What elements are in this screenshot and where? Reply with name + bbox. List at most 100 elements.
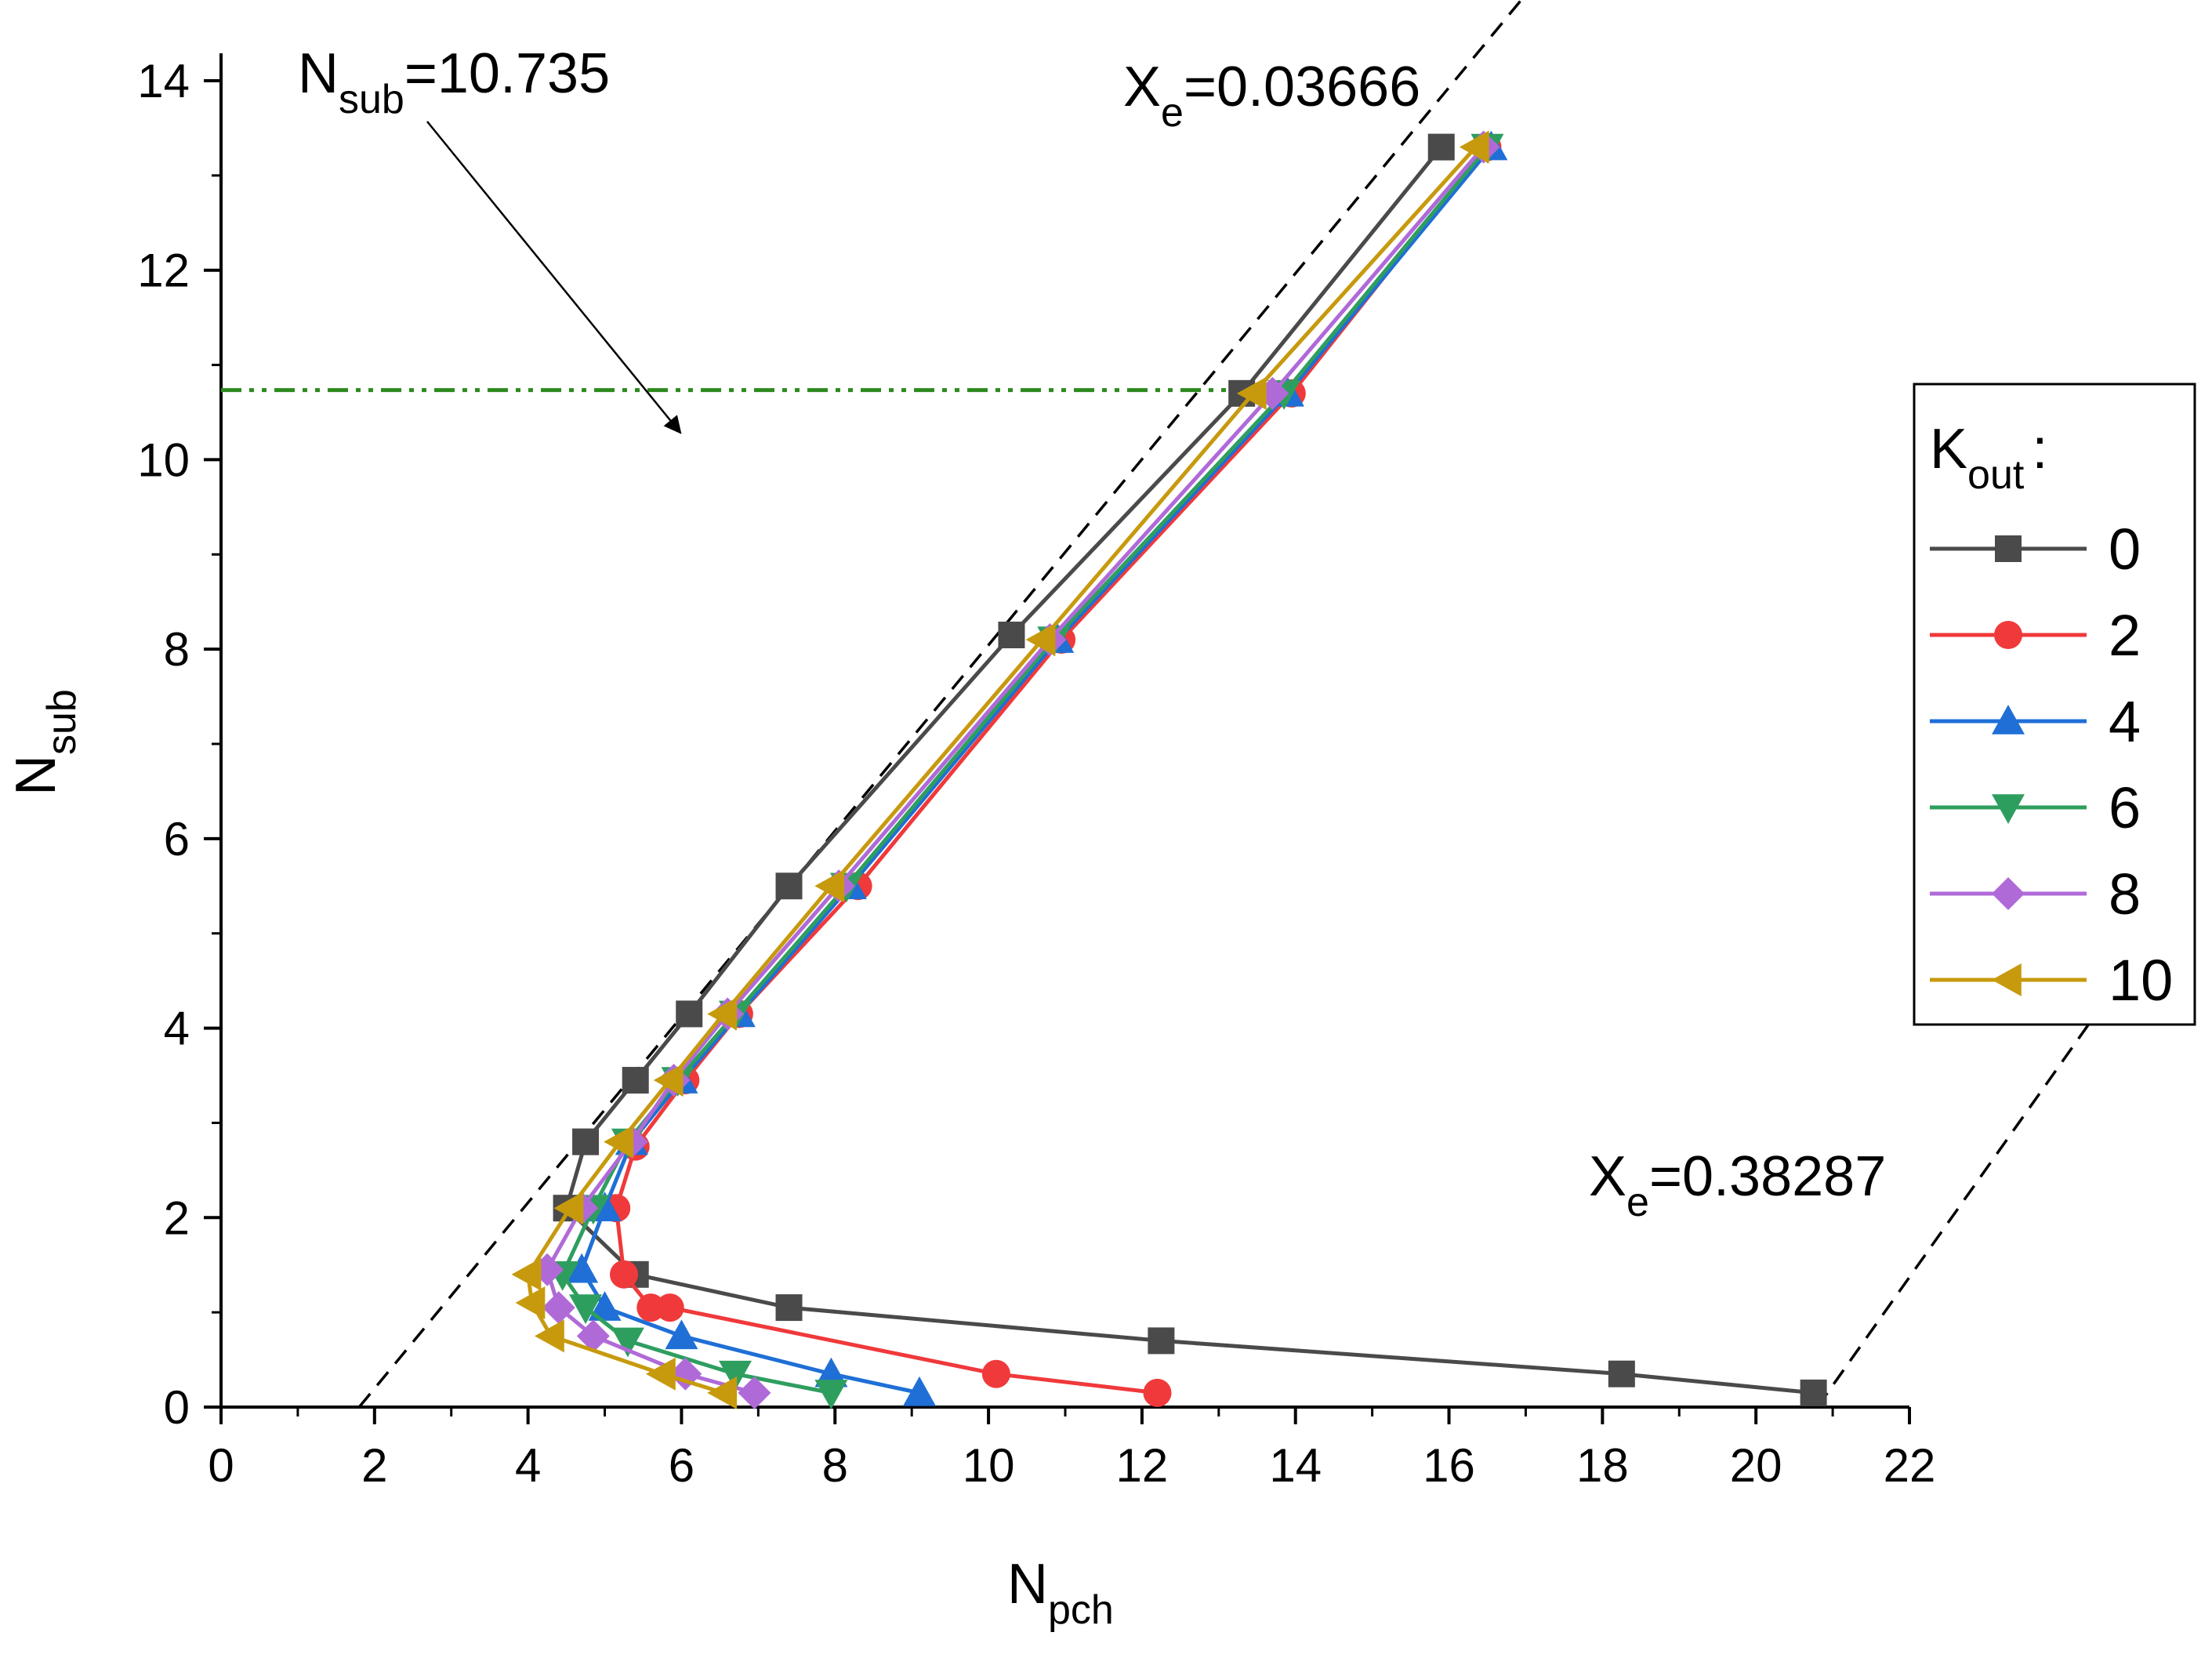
- point-4-4: [565, 1253, 599, 1283]
- x-tick-label: 12: [1116, 1439, 1169, 1492]
- legend-marker-4: [1992, 705, 2025, 735]
- point-6-0: [814, 1380, 848, 1409]
- point-8-2: [576, 1319, 610, 1353]
- legend: Kout: 0 2 4 6 8 10: [1913, 383, 2196, 1026]
- point-10-7: [653, 1064, 684, 1097]
- xe-low-annotation: Xe=0.03666: [1123, 56, 1420, 136]
- point-0-6: [572, 1128, 600, 1155]
- point-8-0: [738, 1376, 771, 1409]
- point-8-3: [542, 1291, 575, 1325]
- legend-label-2: 2: [2109, 603, 2141, 668]
- series-group: [511, 130, 1827, 1409]
- point-10-4: [511, 1257, 542, 1291]
- legend-item-2: 2: [1930, 603, 2141, 668]
- x-tick-label: 8: [822, 1439, 848, 1492]
- point-0-1: [1608, 1360, 1635, 1387]
- legend-item-8: 8: [1930, 861, 2141, 927]
- point-2-3: [636, 1293, 665, 1322]
- series-2: [602, 132, 1502, 1407]
- legend-label-4: 4: [2109, 689, 2141, 754]
- legend-item-10: 10: [1930, 948, 2173, 1013]
- point-10-5: [553, 1192, 584, 1225]
- point-0-9: [775, 872, 803, 900]
- point-6-1: [718, 1360, 752, 1391]
- legend-marker-2: [1994, 621, 2022, 649]
- legend-label-8: 8: [2109, 861, 2141, 927]
- x-tick-label: 6: [669, 1439, 694, 1492]
- point-4-1: [814, 1357, 848, 1387]
- series-line-8: [545, 145, 1485, 1395]
- point-6-3: [569, 1294, 603, 1325]
- legend-marker-10: [1992, 963, 2022, 996]
- point-0-10: [998, 622, 1025, 649]
- y-axis-title: Nsub: [5, 689, 85, 796]
- point-6-2: [611, 1327, 644, 1358]
- point-10-9: [814, 869, 845, 903]
- x-tick-label: 2: [361, 1439, 387, 1492]
- point-4-2: [665, 1319, 698, 1350]
- x-tick-label: 18: [1576, 1439, 1629, 1492]
- legend-item-4: 4: [1930, 689, 2141, 754]
- point-0-0: [1800, 1379, 1827, 1406]
- y-tick-label: 0: [164, 1381, 190, 1434]
- legend-marker-0: [1995, 535, 2022, 562]
- xe-high-annotation: Xe=0.38287: [1589, 1145, 1886, 1225]
- x-tick-label: 20: [1730, 1439, 1782, 1492]
- point-0-2: [1148, 1327, 1175, 1355]
- point-10-8: [707, 997, 738, 1031]
- x-tick-label: 14: [1269, 1439, 1322, 1492]
- y-tick-label: 10: [137, 433, 190, 486]
- point-10-12: [1459, 130, 1489, 164]
- series-line-4: [579, 146, 1493, 1395]
- legend-marker-8: [1992, 877, 2025, 910]
- series-6: [546, 133, 1504, 1409]
- legend-label-0: 0: [2109, 517, 2141, 582]
- point-10-1: [645, 1357, 676, 1391]
- series-line-6: [560, 146, 1489, 1395]
- nsub-annotation: Nsub=10.735: [298, 42, 610, 122]
- point-10-3: [515, 1286, 546, 1320]
- x-axis-title: Npch: [1007, 1553, 1114, 1633]
- x-tick-label: 22: [1884, 1439, 1936, 1492]
- reference-lines: [357, 0, 2114, 1407]
- series-line-2: [614, 146, 1489, 1395]
- legend-items: 0 2 4 6 8 10: [1930, 517, 2173, 1013]
- x-ticks: 0 2 4 6 8 10 12 14 16 18 20 22: [208, 1407, 1935, 1492]
- point-2-4: [610, 1260, 639, 1289]
- point-0-12: [1427, 133, 1455, 161]
- point-2-0: [1143, 1378, 1172, 1407]
- legend-box: [1913, 383, 2196, 1026]
- nsub-annotation-arrow: [426, 121, 682, 434]
- point-0-8: [676, 1000, 703, 1028]
- y-tick-label: 4: [164, 1003, 190, 1055]
- legend-label-10: 10: [2109, 948, 2173, 1013]
- legend-item-0: 0: [1930, 517, 2141, 582]
- x-tick-label: 10: [963, 1439, 1015, 1492]
- y-ticks: 0 2 4 6 8 10 12 14: [137, 55, 221, 1434]
- y-tick-label: 12: [137, 245, 190, 297]
- point-0-7: [622, 1067, 649, 1094]
- x-tick-label: 4: [515, 1439, 541, 1492]
- point-2-1: [981, 1359, 1010, 1388]
- y-tick-label: 14: [137, 55, 190, 107]
- point-10-2: [535, 1319, 564, 1353]
- y-tick-label: 6: [164, 813, 190, 865]
- point-4-3: [588, 1291, 622, 1321]
- point-10-11: [1236, 376, 1267, 410]
- x-tick-label: 16: [1423, 1439, 1475, 1492]
- series-4: [565, 130, 1508, 1406]
- xe-high-line: [1816, 989, 2114, 1407]
- legend-marker-6: [1992, 794, 2025, 824]
- series-10: [511, 130, 1489, 1409]
- point-0-3: [775, 1294, 803, 1322]
- y-tick-label: 2: [164, 1192, 190, 1244]
- x-tick-label: 0: [208, 1439, 234, 1492]
- legend-item-6: 6: [1930, 775, 2141, 840]
- legend-title: Kout:: [1930, 418, 2047, 498]
- point-10-10: [1025, 623, 1056, 657]
- point-10-0: [707, 1376, 738, 1409]
- point-10-6: [604, 1125, 633, 1159]
- series-8: [531, 130, 1500, 1409]
- legend-label-6: 6: [2109, 775, 2141, 840]
